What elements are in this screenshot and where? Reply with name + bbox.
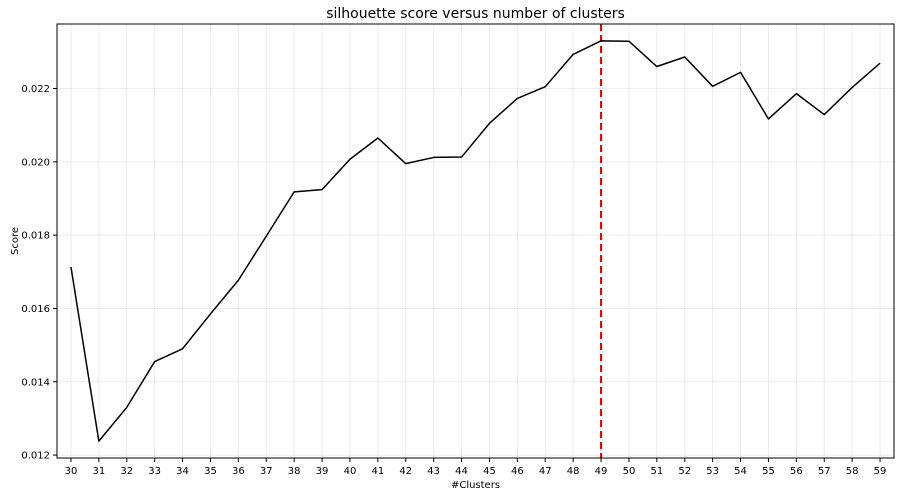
x-tick-label: 42 (399, 466, 412, 477)
score-series-line (70, 40, 881, 442)
x-tick-label: 48 (567, 466, 580, 477)
series (70, 40, 881, 442)
x-tick-label: 54 (734, 466, 747, 477)
y-tick-label: 0.014 (21, 377, 50, 388)
x-tick-label: 37 (260, 466, 273, 477)
x-tick-label: 40 (344, 466, 357, 477)
y-tick-label: 0.022 (21, 84, 50, 95)
x-tick-label: 46 (511, 466, 524, 477)
x-axis-ticks: 30 31 32 33 34 35 36 37 38 39 40 41 42 43 44 45 46 47 48 49… (65, 458, 887, 477)
grid (57, 24, 894, 458)
y-tick-label: 0.016 (21, 304, 50, 315)
chart-title: silhouette score versus number of cluste… (326, 6, 625, 22)
x-tick-label: 45 (483, 466, 496, 477)
y-tick-label: 0.018 (21, 231, 50, 242)
x-tick-label: 32 (120, 466, 133, 477)
x-tick-label: 47 (539, 466, 552, 477)
x-tick-label: 35 (204, 466, 217, 477)
x-tick-label: 51 (650, 466, 663, 477)
x-tick-label: 53 (706, 466, 719, 477)
y-axis-ticks: 0.012 0.014 0.016 0.018 0.020 0.022 (21, 84, 57, 462)
x-axis-label: #Clusters (451, 480, 500, 491)
x-tick-label: 34 (176, 466, 189, 477)
x-tick-label: 33 (148, 466, 161, 477)
x-tick-label: 58 (846, 466, 859, 477)
x-tick-label: 50 (623, 466, 636, 477)
x-tick-label: 43 (427, 466, 440, 477)
x-tick-label: 41 (371, 466, 384, 477)
x-tick-label: 52 (678, 466, 691, 477)
x-tick-label: 38 (288, 466, 301, 477)
y-tick-label: 0.012 (21, 451, 50, 462)
x-tick-label: 55 (762, 466, 775, 477)
x-tick-label: 57 (818, 466, 831, 477)
x-tick-label: 36 (232, 466, 245, 477)
x-tick-label: 39 (316, 466, 329, 477)
x-tick-label: 56 (790, 466, 803, 477)
y-axis-label: Score (10, 227, 21, 255)
x-tick-label: 31 (92, 466, 105, 477)
x-tick-label: 30 (65, 466, 78, 477)
x-tick-label: 49 (595, 466, 608, 477)
plot-frame (56, 23, 895, 459)
y-tick-label: 0.020 (21, 157, 50, 168)
x-tick-label: 44 (455, 466, 468, 477)
x-tick-label: 59 (874, 466, 887, 477)
